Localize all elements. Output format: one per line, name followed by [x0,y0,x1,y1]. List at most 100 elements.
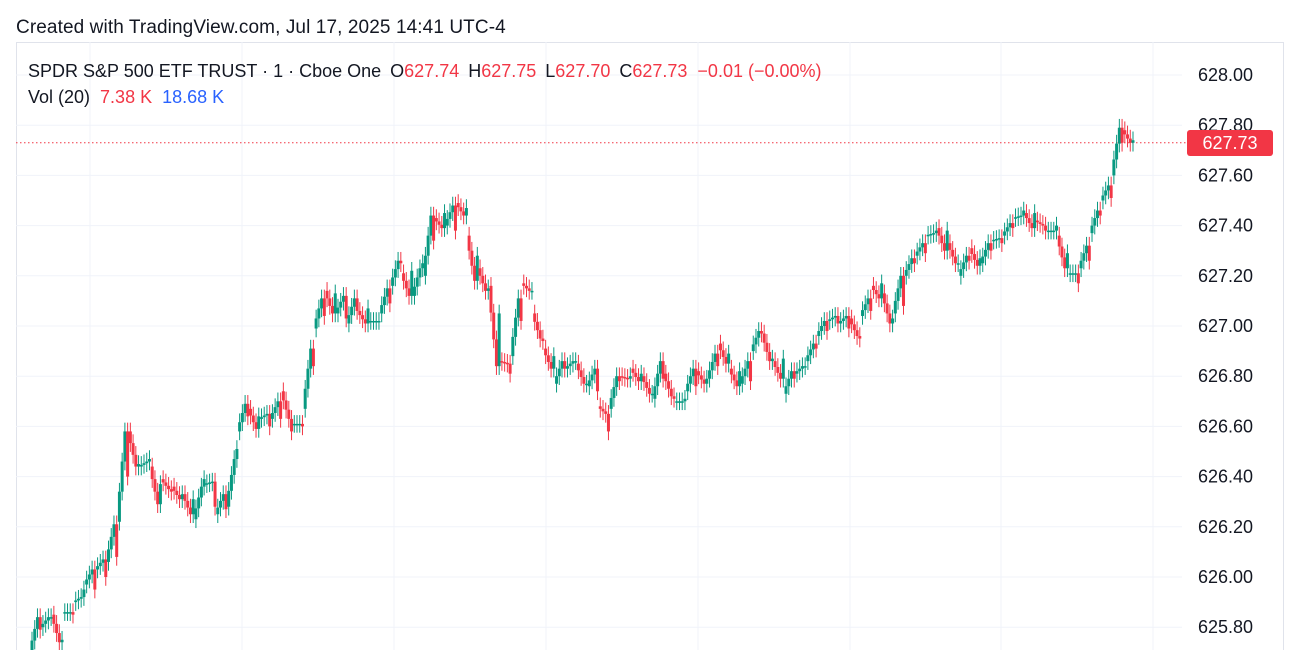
candle-body [109,536,113,550]
candle-body [486,288,490,291]
candle-body [451,205,455,213]
candle-body [918,247,922,252]
candle-body [514,317,518,337]
candle-body [574,361,578,363]
candle-body [841,318,845,321]
candle-body [1126,134,1130,139]
candle-body [1049,230,1053,233]
candle-body [861,310,865,316]
candle-body [885,303,889,314]
candle-body [1022,210,1026,216]
candle-body [292,423,296,426]
candle-body [410,270,414,296]
candle-body [1131,140,1135,143]
candle-body [694,368,698,387]
candle-body [533,313,537,322]
candle-body [672,396,676,399]
candle-body [1035,220,1039,223]
candle-body [981,256,985,264]
candle-body [210,481,214,484]
candle-body [213,481,217,507]
chart-caption: Created with TradingView.com, Jul 17, 20… [16,17,506,38]
candle-body [593,368,597,375]
candle-body [727,353,731,364]
candle-body [770,358,774,362]
candle-body [191,499,195,515]
candle-body [358,310,362,316]
candle-body [104,559,108,577]
symbol-name[interactable]: SPDR S&P 500 ETF TRUST · 1 · Cboe One [28,61,382,81]
candle-body [697,371,701,376]
candle-body [167,485,171,490]
price-axis-tick: 627.00 [1198,316,1253,336]
candle-body [604,411,608,414]
candle-body [1128,138,1132,143]
candle-body [634,372,638,378]
candle-body [355,298,359,311]
candle-body [609,397,613,409]
candle-body [1082,253,1086,261]
volume-label[interactable]: Vol (20) [28,87,91,107]
candle-body [202,479,206,487]
candle-body [1024,213,1028,219]
candle-body [382,296,386,306]
candle-body [970,248,974,255]
candle-body [637,377,641,382]
candle-body [325,290,329,299]
candle-body [175,490,179,496]
candle-body [224,494,228,510]
candle-body [254,422,258,429]
close-value: 627.73 [632,61,688,81]
candle-body [98,562,102,567]
candle-body [412,286,416,296]
candle-body [953,256,957,264]
candle-body [49,617,53,619]
candle-body [1003,231,1007,236]
candle-body [844,315,848,319]
candle-body [1016,216,1020,218]
candle-body [776,366,780,373]
candle-body [287,409,291,419]
candle-body [71,612,75,615]
candle-body [448,212,452,219]
candle-body [612,387,616,398]
candle-body [639,373,643,382]
candle-body [800,366,804,369]
candle-body [560,361,564,369]
chart-pane[interactable] [16,42,1284,650]
candle-body [500,361,504,363]
candle-body [1115,143,1119,160]
candle-body [702,379,706,384]
candle-body [951,249,955,257]
candle-body [623,377,627,379]
candle-body [68,612,72,614]
candle-body [347,315,351,324]
candle-body [464,208,468,216]
candle-body [642,376,646,383]
candle-body [863,304,867,311]
candle-body [306,368,310,389]
candle-body [792,371,796,379]
candle-body [1027,218,1031,224]
candle-body [505,362,509,365]
candle-body [369,320,373,323]
candle-body [1057,235,1061,247]
candle-body [407,288,411,296]
candle-body [350,306,354,316]
candle-body [489,285,493,313]
candle-body [270,413,274,419]
candle-body [459,207,463,212]
candle-body [142,463,146,465]
candle-body [290,418,294,432]
candle-body [1095,210,1099,219]
candle-body [973,254,977,260]
candle-body [492,312,496,340]
candle-body [66,612,70,614]
candle-body [246,403,250,417]
candle-body [929,233,933,236]
candle-body [721,350,725,357]
price-axis-tick: 625.80 [1198,617,1253,637]
candle-body [374,320,378,323]
candle-body [626,377,630,380]
